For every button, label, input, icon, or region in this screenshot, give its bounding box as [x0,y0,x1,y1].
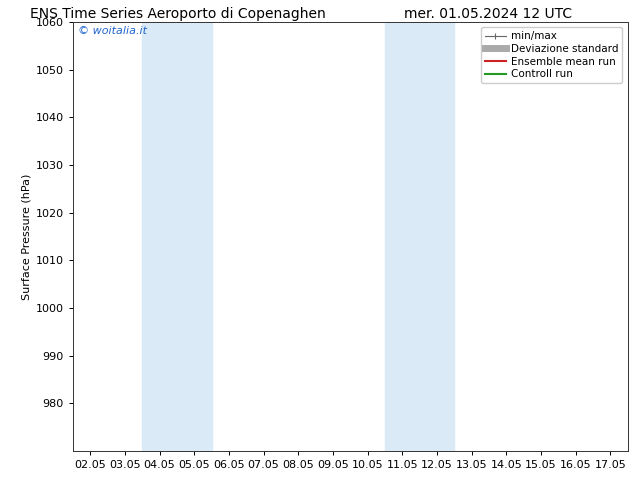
Y-axis label: Surface Pressure (hPa): Surface Pressure (hPa) [22,173,32,299]
Bar [385,22,455,451]
Text: ENS Time Series Aeroporto di Copenaghen: ENS Time Series Aeroporto di Copenaghen [30,7,325,22]
Text: © woitalia.it: © woitalia.it [79,26,148,36]
Legend: min/max, Deviazione standard, Ensemble mean run, Controll run: min/max, Deviazione standard, Ensemble m… [481,27,623,83]
Bar [142,22,212,451]
Text: mer. 01.05.2024 12 UTC: mer. 01.05.2024 12 UTC [404,7,573,22]
